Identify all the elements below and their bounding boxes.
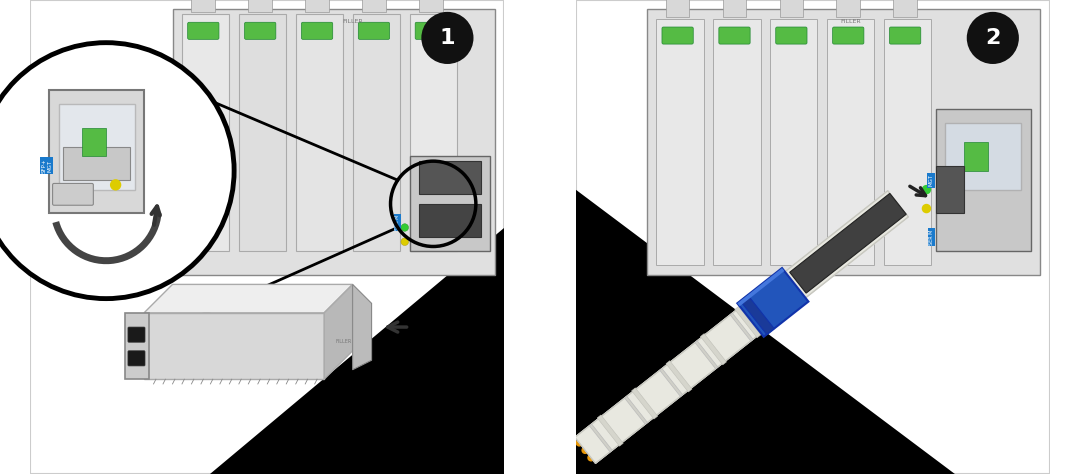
Bar: [409, 14, 457, 251]
Bar: [964, 142, 988, 171]
Polygon shape: [660, 369, 683, 396]
FancyBboxPatch shape: [359, 22, 390, 39]
FancyBboxPatch shape: [248, 0, 272, 12]
Bar: [657, 19, 704, 265]
FancyBboxPatch shape: [665, 0, 689, 17]
Polygon shape: [666, 361, 692, 392]
Circle shape: [421, 12, 473, 64]
Bar: [647, 9, 1040, 275]
Bar: [419, 161, 481, 194]
FancyBboxPatch shape: [419, 0, 443, 12]
Bar: [181, 14, 229, 251]
Bar: [82, 128, 106, 156]
Polygon shape: [789, 193, 906, 293]
Polygon shape: [575, 191, 908, 463]
FancyBboxPatch shape: [662, 27, 693, 44]
FancyBboxPatch shape: [775, 27, 807, 44]
Text: 2: 2: [985, 28, 1000, 48]
Polygon shape: [324, 284, 352, 379]
Polygon shape: [624, 396, 647, 424]
Circle shape: [110, 179, 121, 191]
Polygon shape: [734, 307, 761, 338]
Circle shape: [0, 43, 234, 299]
FancyBboxPatch shape: [244, 22, 275, 39]
FancyBboxPatch shape: [415, 22, 446, 39]
Polygon shape: [211, 228, 504, 474]
FancyBboxPatch shape: [127, 327, 145, 342]
Polygon shape: [582, 352, 707, 455]
FancyBboxPatch shape: [127, 351, 145, 366]
Polygon shape: [576, 190, 955, 474]
Bar: [50, 90, 144, 213]
Text: MGT: MGT: [929, 174, 934, 186]
FancyBboxPatch shape: [890, 27, 921, 44]
Polygon shape: [696, 341, 718, 369]
Polygon shape: [575, 191, 908, 463]
Bar: [239, 14, 286, 251]
Polygon shape: [730, 313, 753, 341]
Circle shape: [401, 224, 408, 231]
Bar: [173, 9, 495, 275]
Bar: [419, 204, 481, 237]
Circle shape: [921, 185, 931, 194]
FancyBboxPatch shape: [723, 0, 746, 17]
Bar: [409, 156, 490, 251]
Polygon shape: [740, 295, 774, 335]
Text: SER M: SER M: [929, 229, 934, 245]
Circle shape: [921, 204, 931, 213]
FancyBboxPatch shape: [893, 0, 917, 17]
Text: SFP+
MGT: SFP+ MGT: [41, 159, 52, 173]
Bar: [296, 14, 343, 251]
Polygon shape: [738, 268, 784, 306]
Bar: [713, 19, 760, 265]
Bar: [770, 19, 818, 265]
Circle shape: [401, 238, 408, 246]
FancyBboxPatch shape: [836, 0, 860, 17]
Polygon shape: [352, 284, 372, 370]
Bar: [945, 123, 1022, 190]
FancyBboxPatch shape: [833, 27, 864, 44]
FancyBboxPatch shape: [188, 22, 219, 39]
FancyBboxPatch shape: [780, 0, 804, 17]
Polygon shape: [738, 268, 809, 337]
Polygon shape: [144, 284, 352, 313]
Polygon shape: [595, 217, 908, 463]
Polygon shape: [576, 344, 701, 447]
Bar: [883, 19, 931, 265]
FancyBboxPatch shape: [306, 0, 329, 12]
Bar: [125, 313, 149, 379]
FancyBboxPatch shape: [719, 27, 751, 44]
Text: FILLER: FILLER: [840, 19, 861, 24]
Bar: [58, 104, 135, 190]
Bar: [64, 147, 130, 180]
Polygon shape: [575, 191, 888, 438]
Polygon shape: [589, 360, 714, 463]
FancyBboxPatch shape: [53, 183, 93, 205]
Text: FILLER: FILLER: [335, 339, 351, 344]
Text: FILLER: FILLER: [342, 19, 363, 24]
Bar: [936, 109, 1030, 251]
Polygon shape: [632, 388, 658, 419]
Bar: [352, 14, 400, 251]
FancyBboxPatch shape: [362, 0, 386, 12]
Polygon shape: [590, 424, 612, 452]
Polygon shape: [701, 334, 727, 365]
Bar: [936, 166, 964, 213]
Text: SER M: SER M: [395, 215, 401, 230]
Polygon shape: [597, 415, 623, 446]
Text: 1: 1: [440, 28, 455, 48]
Polygon shape: [144, 313, 324, 379]
FancyBboxPatch shape: [301, 22, 333, 39]
Bar: [827, 19, 875, 265]
Circle shape: [967, 12, 1018, 64]
FancyBboxPatch shape: [191, 0, 215, 12]
